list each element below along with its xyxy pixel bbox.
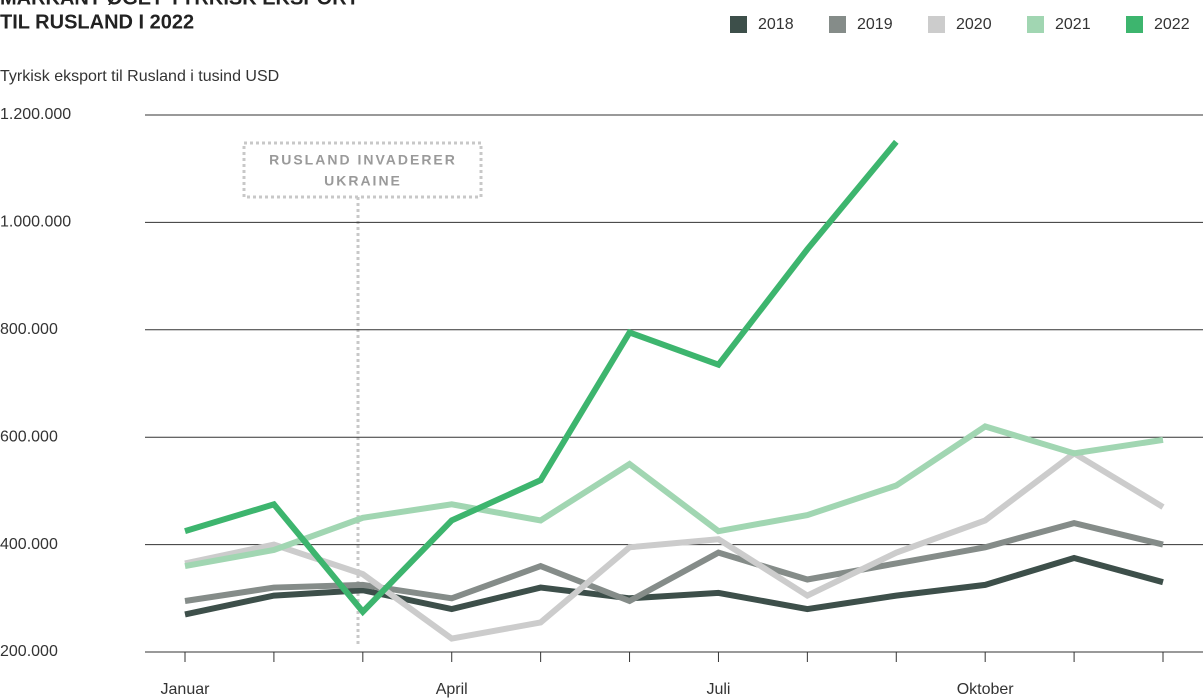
x-tick-label: Juli [706,681,730,698]
legend-swatch [1126,16,1143,33]
series-line [184,520,1164,605]
y-axis-label: Tyrkisk eksport til Rusland i tusind USD [0,68,279,85]
y-tick-label: 400.000 [0,536,58,553]
legend-label: 2020 [956,16,992,33]
legend-swatch [730,16,747,33]
x-tick-label: Oktober [957,681,1015,698]
annotation: UKRAINE [324,173,402,189]
chart-title: TIL RUSLAND I 2022 [0,11,194,33]
y-tick-label: 600.000 [0,428,58,445]
y-tick-label: 1.200.000 [0,106,71,123]
legend-label: 2022 [1154,16,1190,33]
annotation-box [242,141,483,199]
annotation: RUSLAND INVADERER [269,152,457,168]
legend-label: 2019 [857,16,893,33]
chart-title: MARKANT ØGET TYRKISK EKSPORT [0,0,359,9]
legend-label: 2021 [1055,16,1091,33]
legend-swatch [829,16,846,33]
series-line [184,423,1164,570]
legend-label: 2018 [758,16,794,33]
series-line [184,139,899,617]
x-tick-label: April [436,681,468,698]
y-tick-label: 800.000 [0,321,58,338]
legend-swatch [1027,16,1044,33]
series-line [184,449,1165,642]
x-tick-label: Januar [161,681,211,698]
y-tick-label: 1.000.000 [0,214,71,231]
y-tick-label: 200.000 [0,643,58,660]
legend-swatch [928,16,945,33]
